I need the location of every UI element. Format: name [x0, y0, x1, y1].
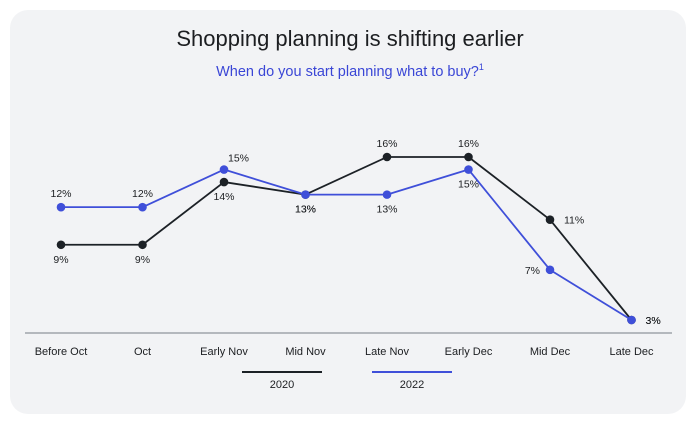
- series-line-2020: [61, 156, 633, 321]
- legend-label-2020: 2020: [270, 379, 294, 391]
- x-tick-label: Mid Nov: [285, 346, 326, 358]
- data-point-2020: [138, 240, 147, 250]
- data-label-2022: 7%: [525, 265, 540, 277]
- data-label-2022: 13%: [376, 204, 397, 216]
- x-tick-label: Late Nov: [365, 346, 410, 358]
- x-tick-label: Before Oct: [35, 346, 88, 358]
- data-point-2020: [382, 152, 392, 162]
- data-label-2022: 15%: [228, 153, 249, 165]
- data-point-2022: [545, 265, 555, 275]
- x-tick-label: Early Nov: [200, 346, 248, 358]
- x-tick-label: Oct: [134, 346, 151, 358]
- data-label-2022: 13%: [295, 204, 316, 216]
- x-tick-label: Late Dec: [609, 346, 654, 358]
- data-point-2020: [56, 240, 66, 250]
- data-point-2022: [138, 202, 147, 212]
- x-tick-label: Early Dec: [445, 346, 493, 358]
- data-label-2020: 11%: [564, 215, 584, 227]
- x-tick-label: Mid Dec: [530, 346, 571, 358]
- data-point-2020: [219, 177, 229, 187]
- data-label-2020: 3%: [646, 315, 661, 327]
- data-label-2022: 3%: [646, 315, 661, 327]
- subtitle-footnote: 1: [478, 62, 484, 73]
- chart-subtitle: When do you start planning what to buy?1: [0, 62, 700, 80]
- data-label-2020: 16%: [458, 138, 479, 150]
- data-point-2022: [219, 165, 229, 174]
- data-label-2022: 12%: [50, 188, 71, 200]
- data-label-2020: 13%: [295, 204, 316, 216]
- data-label-2020: 9%: [53, 254, 68, 266]
- series-line-2022: [61, 168, 632, 321]
- chart-card: [10, 10, 686, 414]
- data-point-2022: [627, 315, 636, 325]
- data-label-2020: 16%: [376, 138, 397, 150]
- data-point-2022: [301, 190, 310, 199]
- data-label-2022: 12%: [132, 188, 153, 200]
- data-point-2022: [56, 202, 66, 212]
- legend-label-2022: 2022: [400, 379, 424, 391]
- chart-title: Shopping planning is shifting earlier: [176, 26, 524, 51]
- data-point-2022: [464, 165, 473, 174]
- data-label-2020: 9%: [135, 254, 150, 266]
- subtitle-text: When do you start planning what to buy?: [216, 64, 479, 80]
- data-point-2022: [382, 190, 392, 199]
- data-point-2020: [464, 152, 473, 162]
- data-label-2022: 15%: [458, 179, 479, 191]
- data-point-2020: [545, 215, 555, 224]
- data-label-2020: 14%: [213, 191, 234, 203]
